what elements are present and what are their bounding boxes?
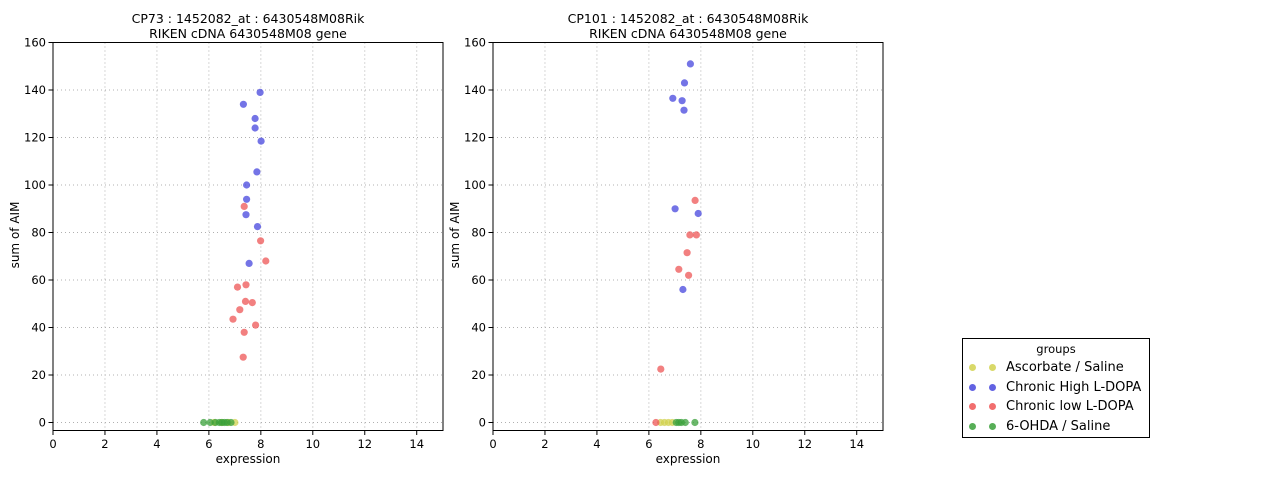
data-points: [200, 88, 270, 427]
svg-text:10: 10: [305, 437, 320, 451]
svg-text:14: 14: [849, 437, 864, 451]
svg-text:40: 40: [31, 321, 46, 335]
svg-text:80: 80: [471, 226, 486, 240]
svg-text:60: 60: [31, 273, 46, 287]
axes-border: [52, 42, 444, 431]
svg-text:12: 12: [357, 437, 372, 451]
legend-label: Ascorbate / Saline: [1006, 360, 1124, 376]
svg-text:100: 100: [464, 178, 486, 192]
svg-text:0: 0: [479, 416, 486, 430]
svg-text:4: 4: [153, 437, 160, 451]
left-plot-title-line1: CP73 : 1452082_at : 6430548M08Rik: [131, 11, 365, 26]
legend-row-chronic-low: Chronic low L-DOPA: [963, 397, 1149, 417]
left-plot-title-line2: RIKEN cDNA 6430548M08 gene: [149, 26, 347, 41]
legend-marker-dot: [969, 422, 976, 430]
axes-border: [492, 42, 884, 431]
legend-marker-dot: [969, 383, 976, 391]
svg-text:20: 20: [471, 368, 486, 382]
right-plot-title-line2: RIKEN cDNA 6430548M08 gene: [589, 26, 787, 41]
svg-text:120: 120: [24, 131, 46, 145]
left-plot-ylabel: sum of AIM: [8, 201, 22, 269]
svg-text:2: 2: [101, 437, 108, 451]
svg-text:0: 0: [489, 437, 496, 451]
series-high: [669, 60, 702, 294]
series-low: [229, 202, 270, 361]
gridlines: [52, 42, 443, 431]
svg-text:100: 100: [24, 178, 46, 192]
series-ohda: [200, 418, 235, 427]
legend-marker-dot: [989, 364, 996, 372]
series-ohda: [672, 418, 699, 427]
svg-text:160: 160: [464, 36, 486, 50]
legend-title: groups: [1036, 342, 1076, 356]
series-low: [652, 196, 701, 427]
svg-text:160: 160: [24, 36, 46, 50]
data-points: [652, 60, 702, 427]
svg-text:10: 10: [745, 437, 760, 451]
legend-marker-dot: [969, 403, 976, 411]
legend-marker-dot: [969, 364, 976, 372]
svg-text:140: 140: [464, 83, 486, 97]
series-ascorbate: [657, 418, 676, 427]
right-plot-xlabel: expression: [655, 452, 721, 466]
tick-marks: [488, 42, 858, 435]
svg-text:120: 120: [464, 131, 486, 145]
right-plot-title: CP101 : 1452082_at : 6430548M08Rik RIKEN…: [493, 11, 883, 41]
svg-text:0: 0: [49, 437, 56, 451]
svg-text:6: 6: [205, 437, 212, 451]
right-plot-ylabel: sum of AIM: [448, 201, 462, 269]
legend-label: Chronic High L-DOPA: [1006, 379, 1142, 395]
legend-marker-dot: [989, 422, 996, 430]
right-plot-title-line1: CP101 : 1452082_at : 6430548M08Rik: [567, 11, 809, 26]
legend-label: Chronic low L-DOPA: [1006, 399, 1134, 415]
svg-text:14: 14: [409, 437, 424, 451]
svg-text:12: 12: [797, 437, 812, 451]
left-plot-xlabel: expression: [215, 452, 281, 466]
svg-text:0: 0: [39, 416, 46, 430]
svg-text:140: 140: [24, 83, 46, 97]
legend-marker-dot: [989, 383, 996, 391]
svg-text:60: 60: [471, 273, 486, 287]
svg-text:6: 6: [645, 437, 652, 451]
svg-text:8: 8: [257, 437, 264, 451]
legend-row-chronic-high: Chronic High L-DOPA: [963, 378, 1149, 398]
svg-text:20: 20: [31, 368, 46, 382]
svg-text:2: 2: [541, 437, 548, 451]
svg-text:8: 8: [697, 437, 704, 451]
svg-text:40: 40: [471, 321, 486, 335]
legend-row-ascorbate: Ascorbate / Saline: [963, 358, 1149, 378]
legend: groups Ascorbate / Saline Chronic High L…: [962, 338, 1150, 438]
left-plot-title: CP73 : 1452082_at : 6430548M08Rik RIKEN …: [53, 11, 443, 41]
svg-text:80: 80: [31, 226, 46, 240]
tick-marks: [48, 42, 418, 435]
legend-label: 6-OHDA / Saline: [1006, 418, 1111, 434]
legend-marker-dot: [989, 403, 996, 411]
svg-text:4: 4: [593, 437, 600, 451]
legend-row-6ohda: 6-OHDA / Saline: [963, 417, 1149, 437]
series-high: [239, 88, 265, 267]
